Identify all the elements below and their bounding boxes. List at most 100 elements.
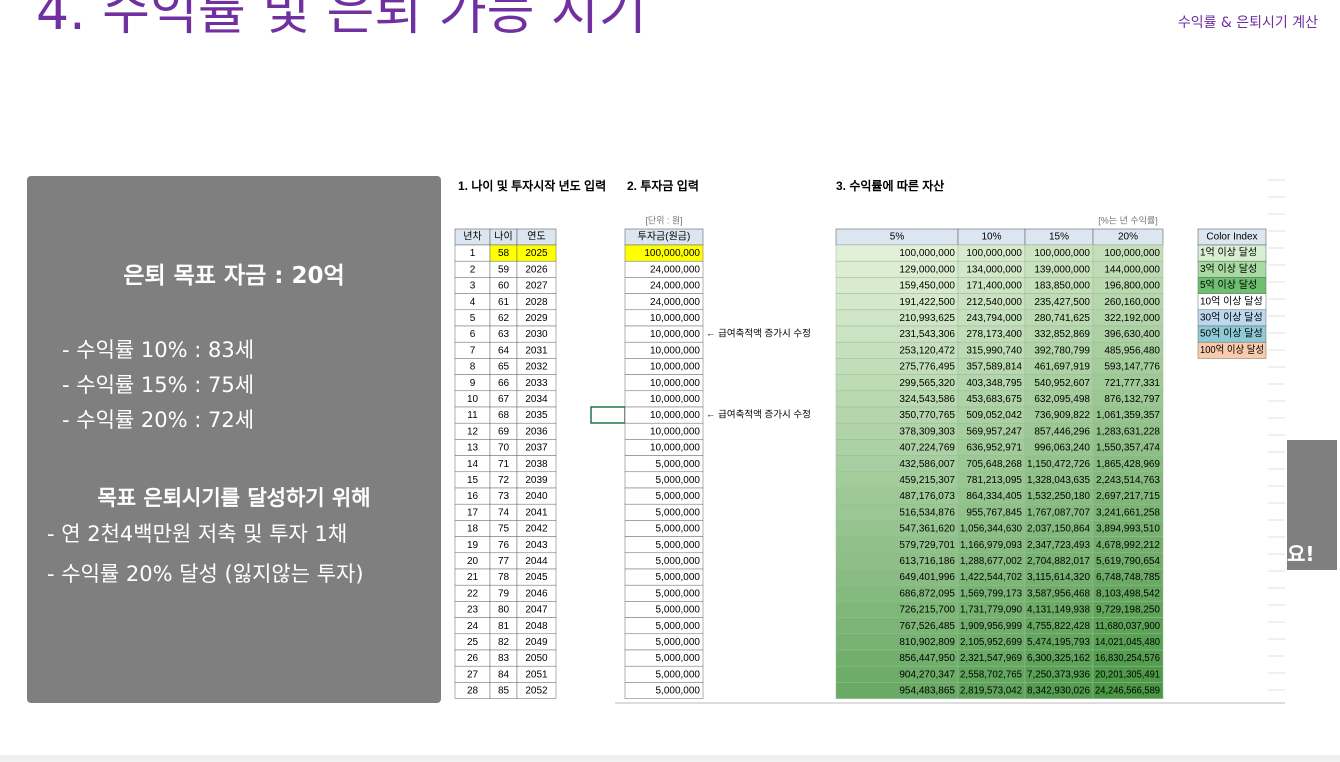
cell-value: 80 (498, 605, 510, 616)
cell-value: 13 (467, 443, 479, 454)
cell-value: 19 (467, 540, 479, 551)
cell-value: 3,241,661,258 (1096, 507, 1160, 518)
cell-value: 134,000,000 (966, 264, 1022, 275)
cell-value: 58 (498, 248, 510, 259)
cell-value: 100,000,000 (1034, 248, 1090, 259)
cell-value: 159,450,000 (899, 281, 955, 292)
annotation: ← 급여축적액 증가시 수정 (706, 409, 811, 421)
cell-value: 2,243,514,763 (1096, 475, 1160, 486)
cell-value: 100,000,000 (644, 248, 700, 259)
cell-value: 332,852,869 (1034, 329, 1090, 340)
cell-value: 392,780,799 (1034, 345, 1090, 356)
cell-value: 5,000,000 (656, 653, 701, 664)
cell-value: 736,909,822 (1034, 410, 1090, 421)
cell-value: 84 (498, 669, 510, 680)
cell-value: 6,300,325,162 (1027, 653, 1090, 664)
column-header: 년차 (463, 231, 481, 243)
cell-value: 10,000,000 (650, 426, 700, 437)
cell-value: 1,909,956,999 (960, 621, 1022, 632)
cell-value: 810,902,809 (899, 637, 955, 648)
cell-value: 278,173,400 (966, 329, 1022, 340)
cell-value: 260,160,000 (1104, 297, 1160, 308)
cell-value: 593,147,776 (1104, 362, 1160, 373)
cell-value: 2043 (525, 540, 548, 551)
cell-value: 2049 (525, 637, 548, 648)
cell-value: 10,000,000 (650, 410, 700, 421)
cell-value: 59 (498, 264, 510, 275)
cell-value: 1,767,087,707 (1027, 507, 1090, 518)
cell-value: 11 (467, 410, 478, 421)
cell-value: 20 (467, 556, 479, 567)
cell-value: 1,283,631,228 (1096, 426, 1160, 437)
cell-value: 4,755,822,428 (1027, 621, 1090, 632)
index-label: 30억 이상 달성 (1200, 312, 1263, 324)
cell-value: 6 (470, 329, 476, 340)
cell-value: 2033 (525, 378, 548, 389)
cell-value: 3,115,614,320 (1027, 572, 1090, 583)
cell-value: 212,540,000 (966, 297, 1022, 308)
cell-value: 16,830,254,576 (1095, 653, 1160, 664)
cell-value: 67 (498, 394, 510, 405)
cell (516, 682, 557, 699)
slide-subtitle: 수익률 & 은퇴시기 계산 (1177, 15, 1318, 31)
cell-value: 10,000,000 (650, 378, 700, 389)
unit-note: [단위 : 원] (645, 215, 682, 225)
cell-value: 63 (498, 329, 510, 340)
column-header: 투자금(원금) (638, 231, 691, 243)
cell-value: 77 (498, 556, 510, 567)
cell-value: 2040 (525, 491, 548, 502)
cell-value: 83 (498, 653, 510, 664)
cell-value: 876,132,797 (1104, 394, 1160, 405)
cell-value: 461,697,919 (1034, 362, 1090, 373)
cell-value: 357,589,814 (966, 362, 1022, 373)
cell-value: 5,000,000 (656, 572, 701, 583)
cell-value: 5,000,000 (656, 475, 701, 486)
cell-value: 632,095,498 (1034, 394, 1090, 405)
cell-value: 459,215,307 (899, 475, 955, 486)
cell-value: 78 (498, 572, 510, 583)
cell-value: 407,224,769 (899, 443, 955, 454)
index-label: 3억 이상 달성 (1200, 263, 1257, 275)
cell-value: 3,587,956,468 (1027, 588, 1090, 599)
cell-value: 2,704,882,017 (1027, 556, 1090, 567)
cell-value: 432,586,007 (899, 459, 955, 470)
cell-value: 5,000,000 (656, 556, 701, 567)
cell-value: 15 (467, 475, 479, 486)
cell-value: 996,063,240 (1034, 443, 1090, 454)
cell-value: 74 (498, 507, 510, 518)
cell-value: 781,213,095 (966, 475, 1022, 486)
summary-item: - 수익률 20% : 72세 (62, 408, 255, 432)
cell-value: 649,401,996 (899, 572, 955, 583)
cell-value: 1,569,799,173 (960, 588, 1022, 599)
cell-value: 5,000,000 (656, 540, 701, 551)
cell-value: 2050 (525, 653, 548, 664)
cell-value: 485,956,480 (1104, 345, 1160, 356)
summary-action: - 연 2천4백만원 저축 및 투자 1채 (47, 522, 348, 546)
side-text: 요! (1287, 542, 1315, 566)
cell-value: 2,819,573,042 (960, 686, 1022, 697)
column-header: 연도 (527, 231, 545, 243)
cell-value: 2029 (525, 313, 548, 324)
cell-value: 76 (498, 540, 510, 551)
index-label: 100억 이상 달성 (1200, 344, 1264, 356)
cell-value: 61 (498, 297, 510, 308)
cell-value: 70 (498, 443, 510, 454)
bottom-bar (0, 755, 1340, 762)
cell-value: 864,334,405 (966, 491, 1022, 502)
cell-value: 2 (470, 264, 476, 275)
cell-value: 5,000,000 (656, 524, 701, 535)
cell-value: 171,400,000 (966, 281, 1022, 292)
cell-value: 235,427,500 (1034, 297, 1090, 308)
cell-value: 1,061,359,357 (1096, 410, 1160, 421)
cell-value: 2026 (525, 264, 548, 275)
cell-value: 253,120,472 (899, 345, 955, 356)
cell-value: 2048 (525, 621, 548, 632)
cell (1092, 682, 1164, 699)
cell-value: 9 (470, 378, 476, 389)
cell-value: 16 (467, 491, 479, 502)
cell-value: 904,270,347 (899, 669, 955, 680)
index-label: 10억 이상 달성 (1200, 295, 1263, 307)
cell-value: 79 (498, 588, 510, 599)
